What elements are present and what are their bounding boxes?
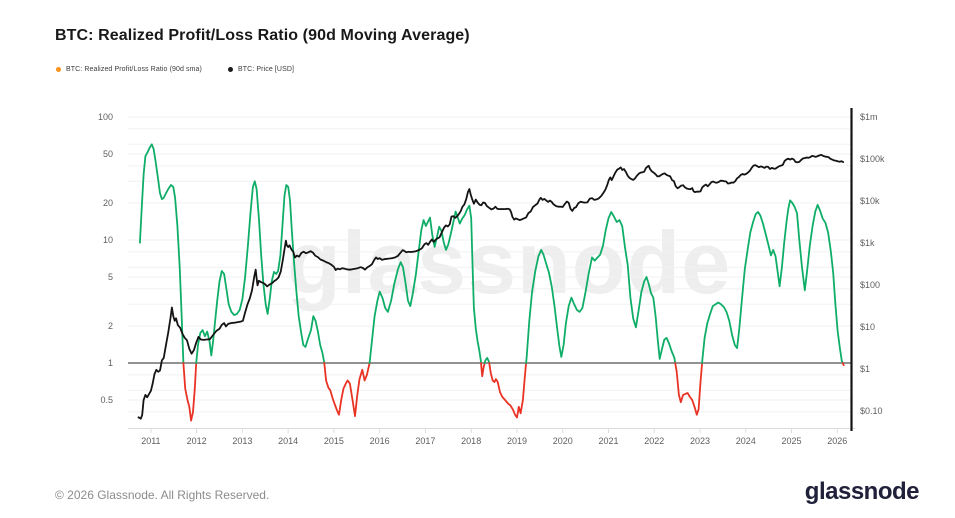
right-tick-label: $0.10 <box>860 406 883 416</box>
left-tick-label: 5 <box>108 272 113 282</box>
chart-title: BTC: Realized Profit/Loss Ratio (90d Mov… <box>55 27 470 44</box>
right-tick-label: $100k <box>860 154 885 164</box>
left-tick-label: 1 <box>108 358 113 368</box>
legend-label-ratio: BTC: Realized Profit/Loss Ratio (90d sma… <box>66 66 202 73</box>
left-tick-label: 100 <box>98 112 113 122</box>
right-tick-label: $1 <box>860 364 870 374</box>
x-tick-label: 2021 <box>598 436 618 446</box>
right-tick-label: $10 <box>860 322 875 332</box>
x-tick-label: 2024 <box>736 436 756 446</box>
left-tick-label: 50 <box>103 149 113 159</box>
ratio-line-loss <box>480 362 486 378</box>
price-series-dot-icon <box>227 67 233 72</box>
glassnode-watermark: glassnode <box>287 213 732 312</box>
ratio-line-profit <box>701 199 844 364</box>
glassnode-logo: glassnode <box>804 478 920 505</box>
ratio-line-profit <box>368 204 482 364</box>
x-tick-label: 2025 <box>781 436 801 446</box>
legend-label-price: BTC: Price [USD] <box>237 66 295 73</box>
left-tick-label: 10 <box>103 235 113 245</box>
legend: BTC: Realized Profit/Loss Ratio (90d sma… <box>56 66 294 73</box>
right-tick-label: $1m <box>860 112 878 122</box>
left-tick-label: 20 <box>103 198 113 208</box>
price-line <box>137 153 845 420</box>
right-tick-label: $1k <box>860 238 875 248</box>
ratio-series-dot-icon <box>56 67 61 72</box>
x-tick-label: 2026 <box>827 436 847 446</box>
x-tick-label: 2014 <box>278 436 298 446</box>
x-tick-label: 2019 <box>507 436 527 446</box>
x-tick-label: 2023 <box>690 436 710 446</box>
x-tick-label: 2022 <box>644 436 664 446</box>
ratio-line-loss <box>841 362 845 367</box>
x-tick-label: 2016 <box>370 436 390 446</box>
ratio-line-loss <box>488 362 527 419</box>
ratio-line-profit <box>195 180 326 364</box>
legend-item-ratio: BTC: Realized Profit/Loss Ratio (90d sma… <box>56 66 202 73</box>
left-tick-label: 2 <box>108 321 113 331</box>
ratio-line-loss <box>323 362 371 418</box>
x-tick-label: 2020 <box>553 436 573 446</box>
x-tick-label: 2018 <box>461 436 481 446</box>
right-tick-label: $10k <box>860 196 880 206</box>
legend-item-price: BTC: Price [USD] <box>227 66 295 73</box>
right-tick-label: $100 <box>860 280 880 290</box>
ratio-line-loss <box>182 362 198 422</box>
x-tick-label: 2011 <box>141 436 160 446</box>
ratio-line-profit <box>138 143 185 364</box>
x-tick-label: 2015 <box>324 436 344 446</box>
ratio-line-profit <box>483 356 491 364</box>
x-tick-label: 2017 <box>415 436 435 446</box>
left-tick-label: 0.5 <box>100 395 113 405</box>
copyright-text: © 2026 Glassnode. All Rights Reserved. <box>55 488 270 502</box>
x-tick-label: 2013 <box>232 436 252 446</box>
ratio-line-profit <box>525 211 677 364</box>
chart-plot-area[interactable]: 2011 2012 2013 2014 2015 2016 2017 2018 2019 2020… <box>0 0 955 470</box>
x-tick-label: 2012 <box>187 436 207 446</box>
ratio-line-loss <box>674 362 703 416</box>
